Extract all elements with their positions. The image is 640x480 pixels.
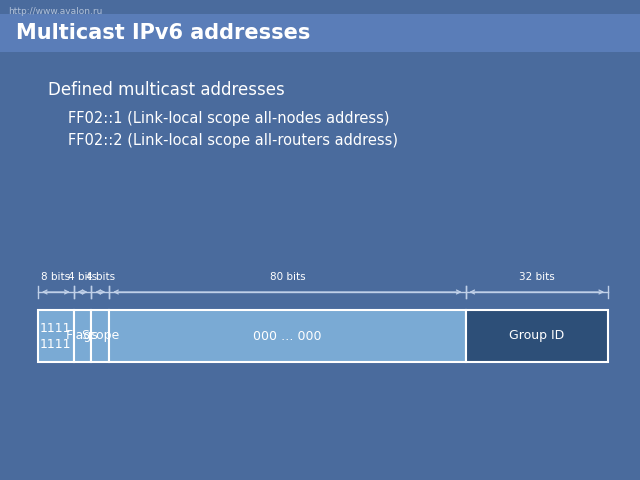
Text: FF02::1 (Link-local scope all-nodes address): FF02::1 (Link-local scope all-nodes addr… <box>68 110 390 125</box>
Bar <box>109 310 465 362</box>
Bar <box>38 310 74 362</box>
Text: 8 bits: 8 bits <box>41 272 70 282</box>
Bar <box>465 310 608 362</box>
Text: 4 bits: 4 bits <box>86 272 115 282</box>
Text: Scope: Scope <box>81 329 120 343</box>
Text: http://www.avalon.ru: http://www.avalon.ru <box>8 7 102 16</box>
Text: Flags: Flags <box>66 329 99 343</box>
Text: 80 bits: 80 bits <box>269 272 305 282</box>
Text: 32 bits: 32 bits <box>519 272 555 282</box>
Text: Multicast IPv6 addresses: Multicast IPv6 addresses <box>16 23 310 43</box>
Text: FF02::2 (Link-local scope all-routers address): FF02::2 (Link-local scope all-routers ad… <box>68 132 398 147</box>
Text: Group ID: Group ID <box>509 329 564 343</box>
Text: 4 bits: 4 bits <box>68 272 97 282</box>
Bar <box>74 310 92 362</box>
Text: 1111
1111: 1111 1111 <box>40 322 72 350</box>
Bar <box>92 310 109 362</box>
Text: Defined multicast addresses: Defined multicast addresses <box>48 81 285 99</box>
Bar <box>0 14 640 52</box>
Text: 000 … 000: 000 … 000 <box>253 329 322 343</box>
